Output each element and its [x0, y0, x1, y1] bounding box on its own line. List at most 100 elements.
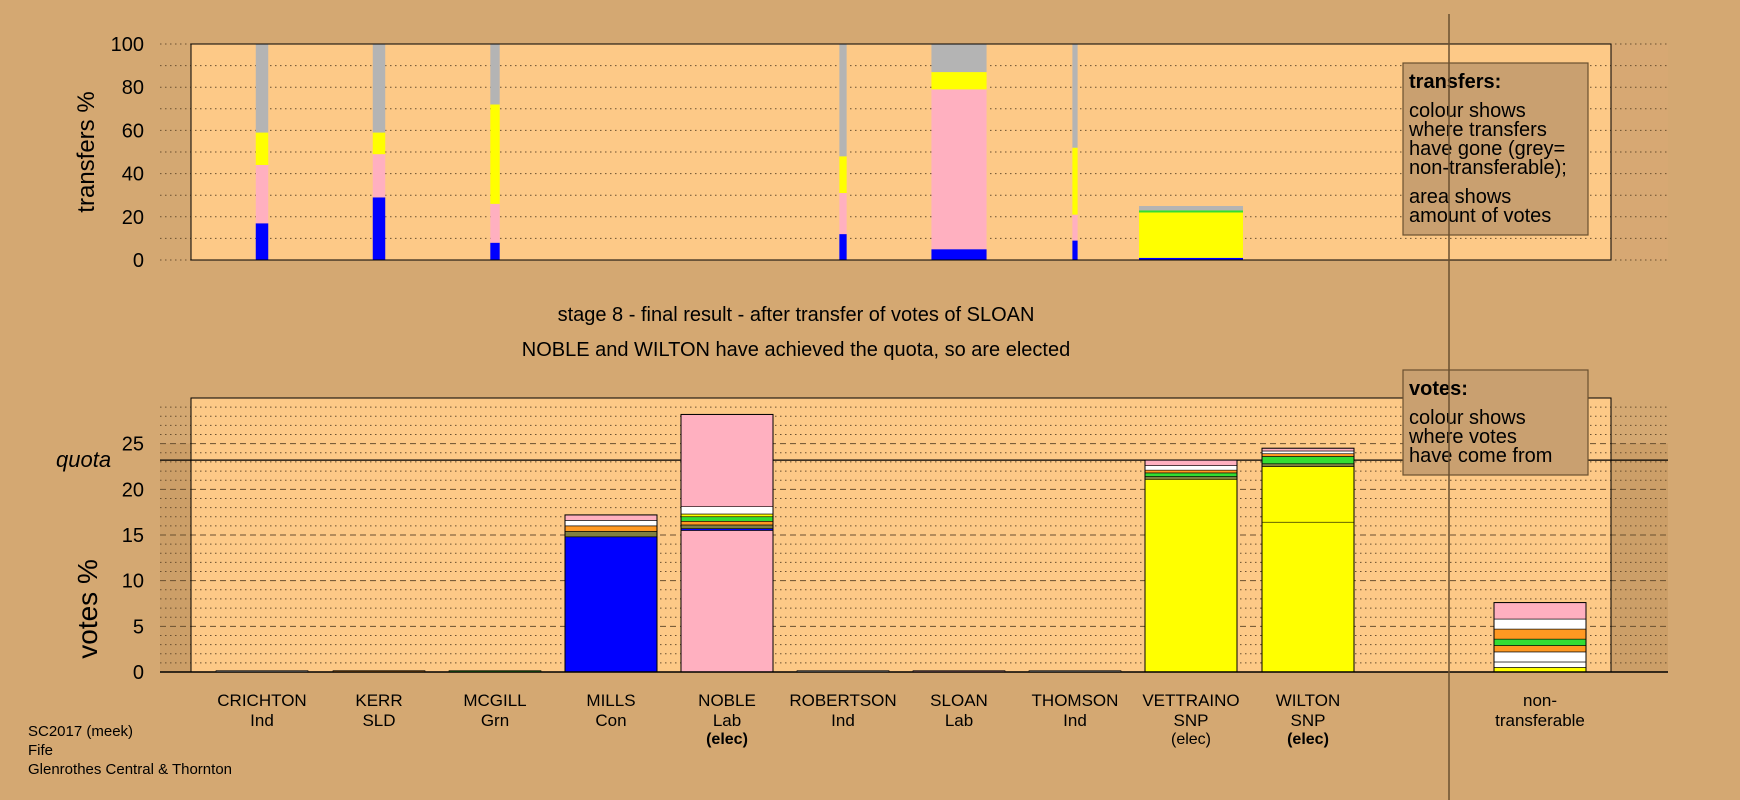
candidate-party-label: Lab — [945, 711, 973, 730]
transfer-segment — [372, 44, 386, 133]
vote-segment — [1261, 450, 1355, 455]
transfer-segment — [1072, 44, 1078, 148]
transfer-segment — [255, 164, 269, 224]
transfers-tick-label: 80 — [122, 77, 144, 99]
transfer-segment — [839, 234, 847, 260]
candidate-party-label: Ind — [831, 711, 855, 730]
transfer-segment — [490, 203, 500, 243]
chart-subtitle: NOBLE and WILTON have achieved the quota… — [522, 339, 1070, 361]
candidate-party-label: Lab — [713, 711, 741, 730]
candidate-name-label: CRICHTON — [217, 691, 306, 710]
transfer-segment — [490, 242, 500, 260]
vote-segment — [564, 525, 658, 532]
candidate-party-label: Con — [595, 711, 626, 730]
nontransferable-label: transferable — [1495, 711, 1585, 730]
vote-segment — [680, 520, 774, 526]
transfers-legend-line: where transfers — [1408, 119, 1547, 141]
vote-segment — [1261, 463, 1355, 467]
transfer-segment — [490, 44, 500, 105]
transfers-legend-title: transfers: — [1409, 71, 1501, 93]
candidate-party-label: Grn — [481, 711, 509, 730]
transfers-legend-line: amount of votes — [1409, 205, 1551, 227]
candidate-name-label: NOBLE — [698, 691, 756, 710]
transfer-segment — [839, 156, 847, 194]
nontransferable-segment — [1493, 661, 1587, 668]
transfer-segment — [1139, 210, 1243, 213]
transfers-legend-line: have gone (grey= — [1409, 138, 1565, 160]
transfers-plot-frame — [190, 43, 1612, 261]
transfer-segment — [255, 44, 269, 133]
vote-segment — [1144, 476, 1238, 480]
votes-legend-line: colour shows — [1409, 407, 1526, 429]
candidate-name-label: KERR — [355, 691, 402, 710]
votes-tick-label: 0 — [133, 662, 144, 684]
footer-line: Fife — [28, 742, 53, 759]
transfer-segment — [1139, 206, 1243, 211]
nontransferable-segment — [1493, 602, 1587, 620]
transfer-segment — [372, 132, 386, 155]
vote-segment — [1261, 466, 1355, 523]
transfers-axis-label: transfers % — [73, 91, 100, 212]
transfer-segment — [1072, 240, 1078, 260]
nontransferable-segment — [1493, 638, 1587, 646]
transfer-segment — [490, 104, 500, 204]
candidate-name-label: VETTRAINO — [1142, 691, 1239, 710]
votes-tick-label: 10 — [122, 571, 144, 593]
vote-segment — [564, 531, 658, 538]
candidate-name-label: SLOAN — [930, 691, 988, 710]
vote-segment — [564, 514, 658, 521]
vote-segment — [1261, 456, 1355, 465]
votes-axis-label: votes % — [72, 559, 103, 659]
transfer-segment — [255, 223, 269, 260]
votes-tick-label: 25 — [122, 434, 144, 456]
transfer-segment — [1139, 212, 1243, 258]
quota-label: quota — [56, 447, 111, 472]
vote-segment — [1144, 465, 1238, 471]
transfers-legend-line: colour shows — [1409, 100, 1526, 122]
transfer-segment — [931, 72, 987, 90]
nontransferable-segment — [1493, 618, 1587, 630]
footer-line: Glenrothes Central & Thornton — [28, 761, 232, 778]
votes-tick-label: 5 — [133, 616, 144, 638]
candidate-party-label: Ind — [250, 711, 274, 730]
vote-segment — [564, 520, 658, 527]
transfers-tick-label: 100 — [111, 34, 144, 56]
candidate-elected-label: (elec) — [1287, 731, 1329, 748]
candidate-party-label: SLD — [362, 711, 395, 730]
transfer-segment — [1072, 147, 1078, 215]
vote-segment — [1144, 469, 1238, 474]
votes-tick-label: 15 — [122, 525, 144, 547]
nontransferable-segment — [1493, 651, 1587, 663]
vote-segment — [1144, 459, 1238, 466]
nontransferable-label: non- — [1523, 691, 1557, 710]
candidate-party-label: Ind — [1063, 711, 1087, 730]
vote-segment — [1261, 453, 1355, 457]
candidate-elected-label: (elec) — [1171, 731, 1211, 748]
candidate-name-label: THOMSON — [1032, 691, 1119, 710]
votes-legend-title: votes: — [1409, 378, 1468, 400]
transfer-segment — [255, 132, 269, 165]
candidate-party-label: SNP — [1174, 711, 1209, 730]
candidate-name-label: MILLS — [586, 691, 635, 710]
transfers-tick-label: 20 — [122, 207, 144, 229]
candidate-name-label: MCGILL — [463, 691, 526, 710]
votes-legend-line: have come from — [1409, 445, 1552, 467]
candidate-name-label: WILTON — [1276, 691, 1341, 710]
vote-segment — [564, 536, 658, 673]
candidate-name-label: ROBERTSON — [789, 691, 896, 710]
votes-legend-box — [1402, 369, 1589, 476]
transfer-segment — [1139, 257, 1243, 260]
vote-segment — [680, 530, 774, 673]
transfers-legend-line: non-transferable); — [1409, 157, 1567, 179]
transfer-segment — [372, 154, 386, 198]
transfer-segment — [1072, 214, 1078, 241]
nontransferable-segment — [1493, 645, 1587, 653]
transfers-plot-extension — [1611, 44, 1668, 260]
transfers-legend-line: area shows — [1409, 186, 1511, 208]
vote-segment — [680, 506, 774, 515]
vote-segment — [680, 516, 774, 522]
votes-tick-label: 20 — [122, 479, 144, 501]
footer-line: SC2017 (meek) — [28, 723, 133, 740]
